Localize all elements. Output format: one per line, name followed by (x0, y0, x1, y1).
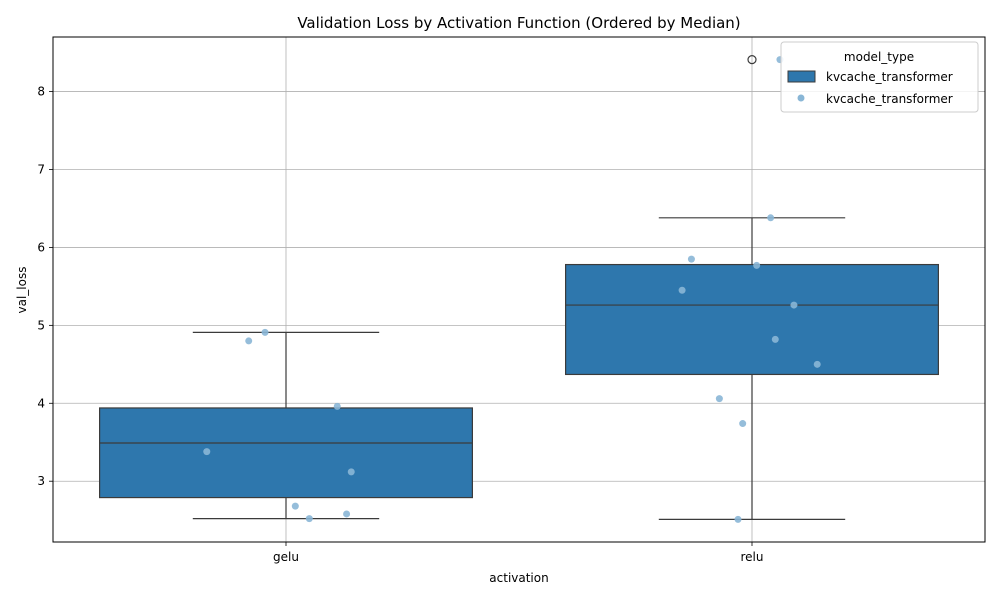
x-tick-label: gelu (273, 550, 299, 564)
data-point (347, 468, 355, 476)
box-iqr (98, 407, 473, 499)
y-tick-label: 4 (37, 396, 45, 410)
legend-title: model_type (844, 50, 914, 64)
outlier-point (747, 55, 757, 65)
data-point (333, 402, 341, 410)
y-axis-ticks: 3 4 5 6 7 8 (37, 85, 53, 488)
data-point (767, 214, 775, 222)
data-point (245, 337, 253, 345)
data-point (771, 335, 779, 343)
data-point (291, 502, 299, 510)
y-axis-label: val_loss (15, 267, 29, 314)
data-point (203, 448, 211, 456)
legend-entry-label: kvcache_transformer (826, 92, 953, 106)
x-tick-label: relu (741, 550, 764, 564)
data-point (790, 301, 798, 309)
data-point (305, 515, 313, 523)
plot-area-frame (52, 36, 986, 543)
y-tick-label: 7 (37, 162, 45, 176)
legend-box-swatch (787, 70, 816, 83)
data-point (343, 510, 351, 518)
legend: model_type kvcache_transformer kvcache_t… (780, 41, 979, 113)
y-tick-label: 8 (37, 85, 45, 99)
boxes-layer (98, 55, 939, 520)
legend-point-swatch (797, 94, 805, 102)
y-tick-label: 3 (37, 474, 45, 488)
x-axis-ticks: gelu relu (273, 542, 764, 564)
chart-title: Validation Loss by Activation Function (… (297, 14, 740, 32)
x-axis-label: activation (489, 571, 548, 585)
legend-frame (780, 41, 979, 113)
legend-entry-label: kvcache_transformer (826, 70, 953, 84)
points-layer (203, 56, 821, 523)
data-point (261, 328, 269, 336)
data-point (813, 360, 821, 368)
data-point (678, 286, 686, 294)
box-iqr (564, 263, 939, 376)
data-point (739, 420, 747, 428)
y-tick-label: 5 (37, 318, 45, 332)
data-point (753, 261, 761, 269)
y-tick-label: 6 (37, 240, 45, 254)
data-point (734, 515, 742, 523)
data-point (687, 255, 695, 263)
data-point (715, 395, 723, 403)
